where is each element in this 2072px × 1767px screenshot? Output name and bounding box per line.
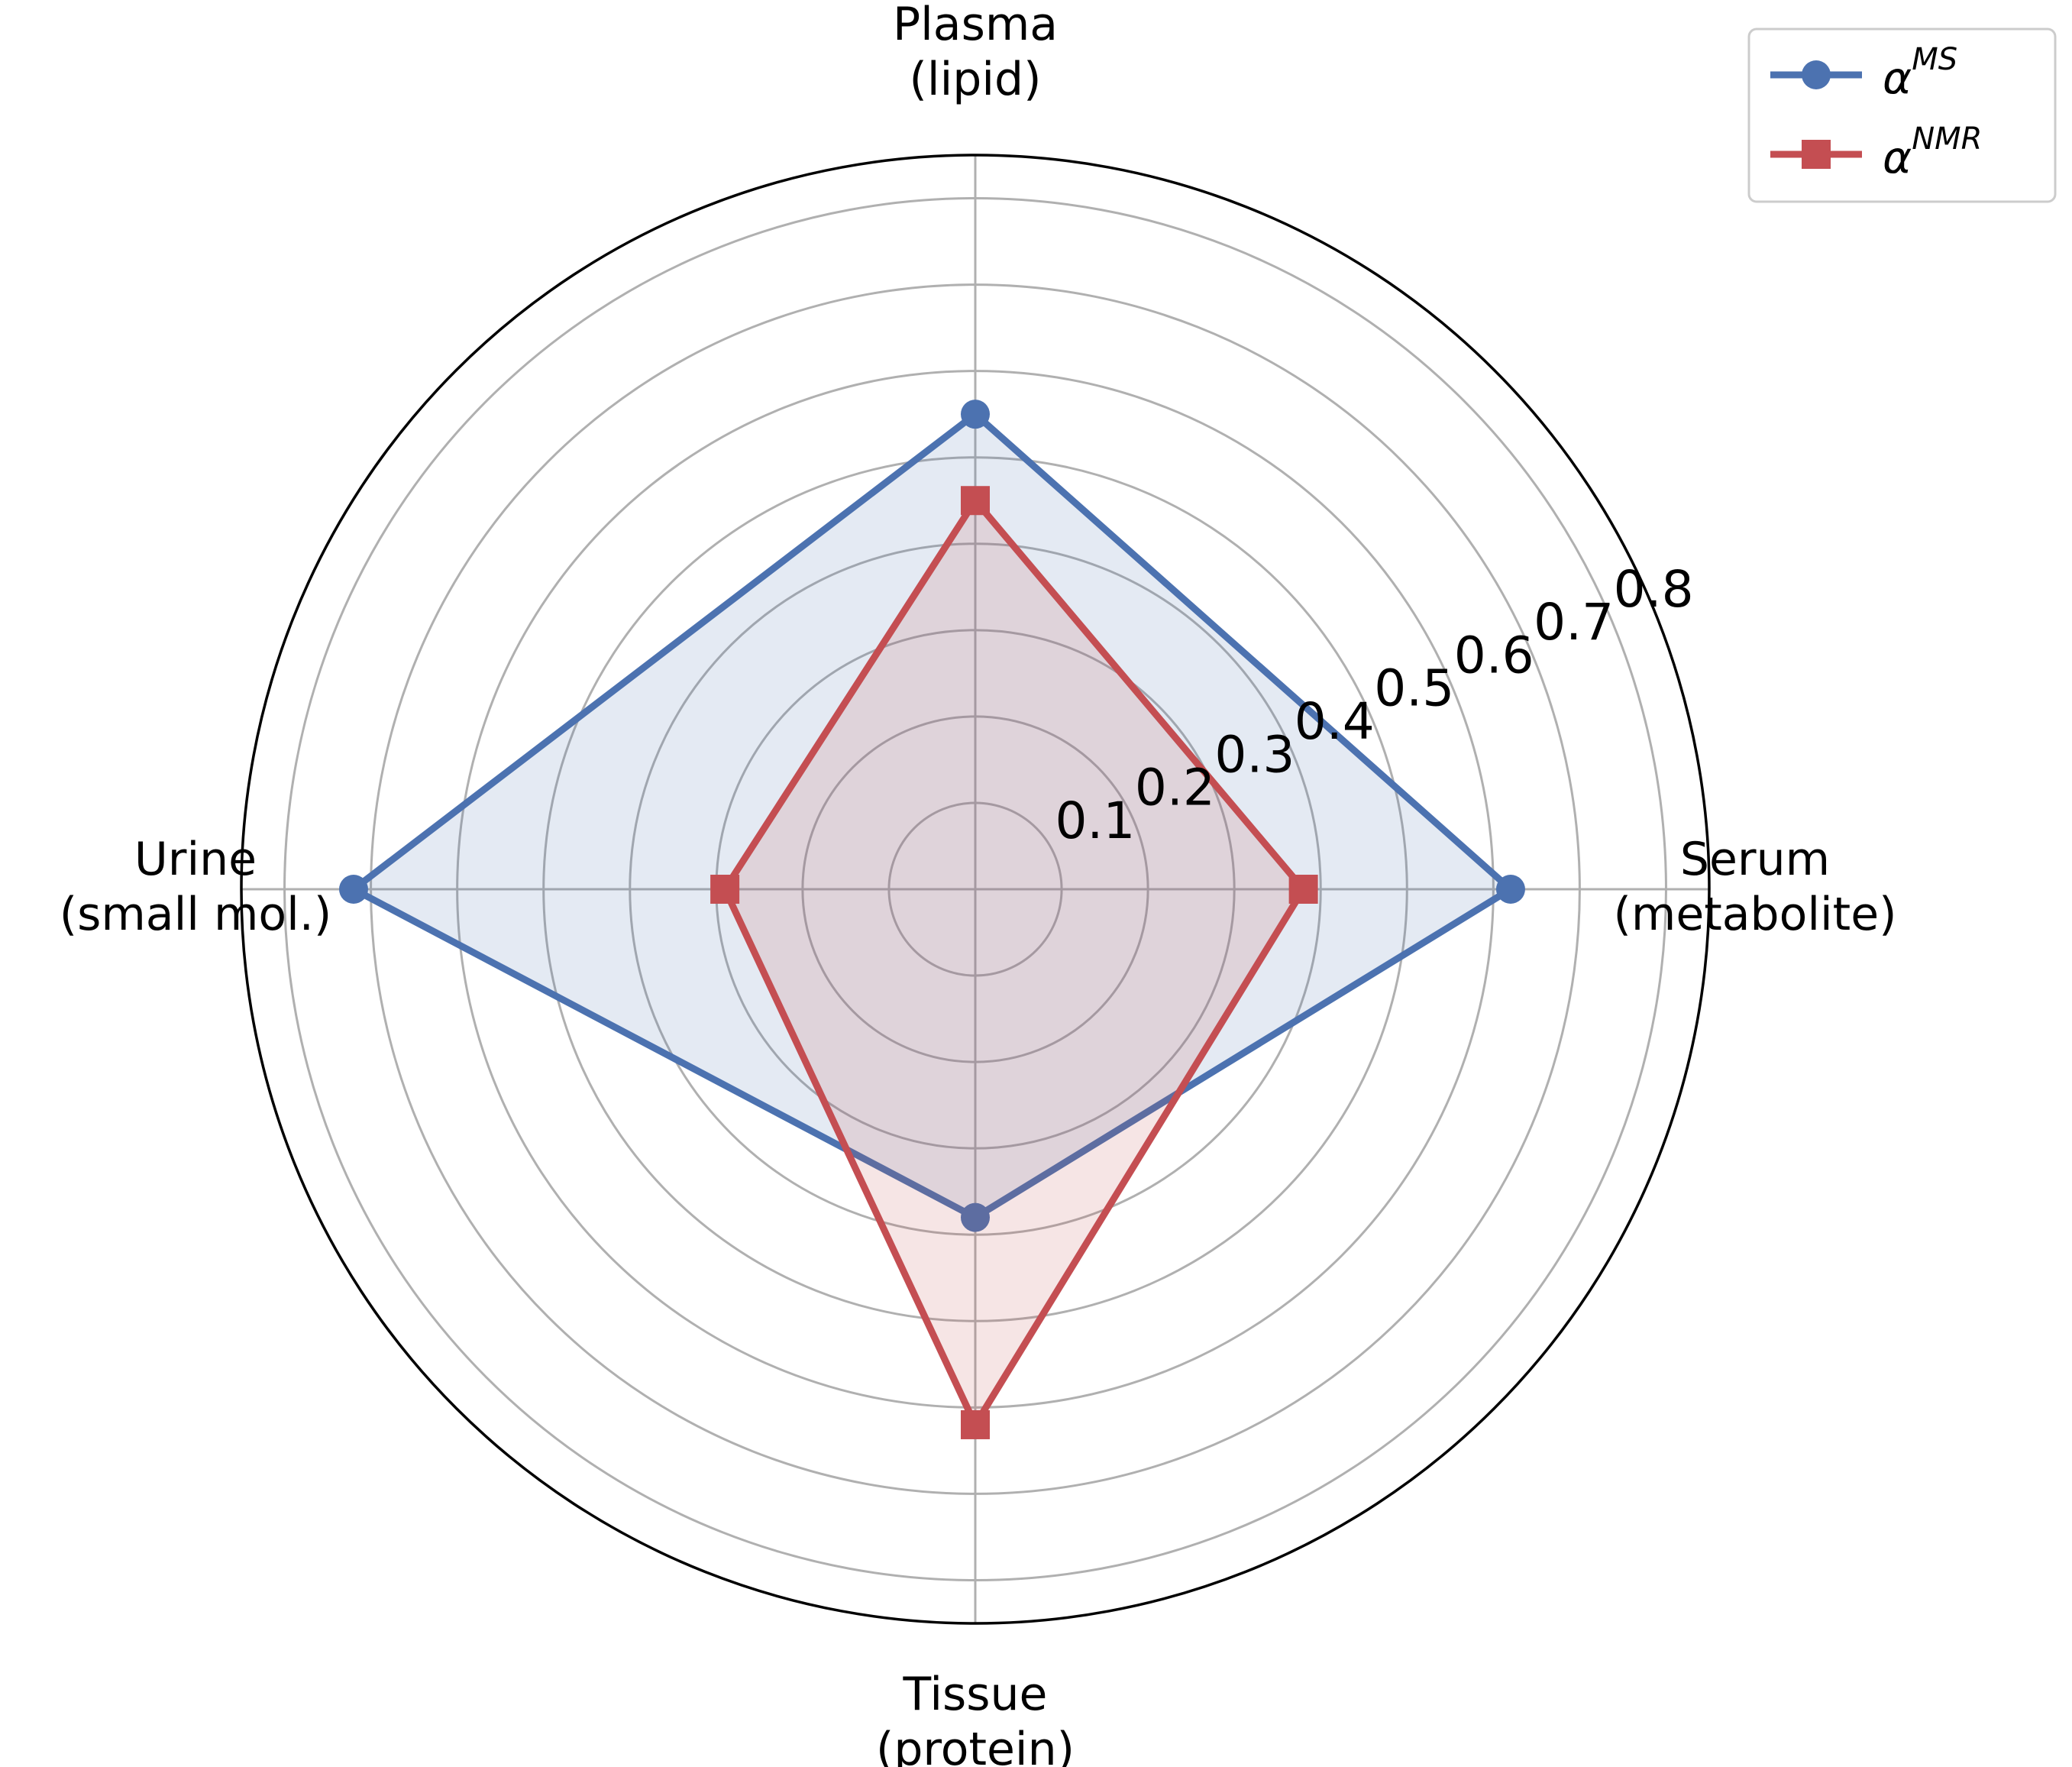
marker [338,875,368,904]
category-label: Plasma (lipid) [893,0,1058,106]
marker [1288,875,1318,904]
marker [961,486,990,516]
r-tick-label: 0.4 [1295,692,1375,751]
r-tick-label: 0.3 [1214,725,1295,784]
outer-frame [240,154,1711,1625]
category-label: Urine (small mol.) [60,833,332,941]
marker [961,400,990,429]
marker [961,1409,990,1439]
marker [1495,875,1525,904]
r-tick-label: 0.2 [1135,759,1215,817]
marker [710,875,740,904]
legend-label: αMS [1883,42,1957,104]
r-tick-label: 0.6 [1454,626,1534,684]
legend-marker [1802,60,1831,89]
category-label: Tissue (protein) [876,1668,1075,1767]
r-tick-label: 0.1 [1055,791,1135,850]
marker [961,1202,990,1232]
r-tick-label: 0.7 [1534,593,1614,652]
r-tick-label: 0.8 [1614,560,1694,619]
legend-marker [1802,140,1831,169]
category-label: Serum (metabolite) [1613,833,1896,941]
legend-label: αNMR [1883,121,1982,183]
r-tick-label: 0.5 [1374,659,1454,718]
